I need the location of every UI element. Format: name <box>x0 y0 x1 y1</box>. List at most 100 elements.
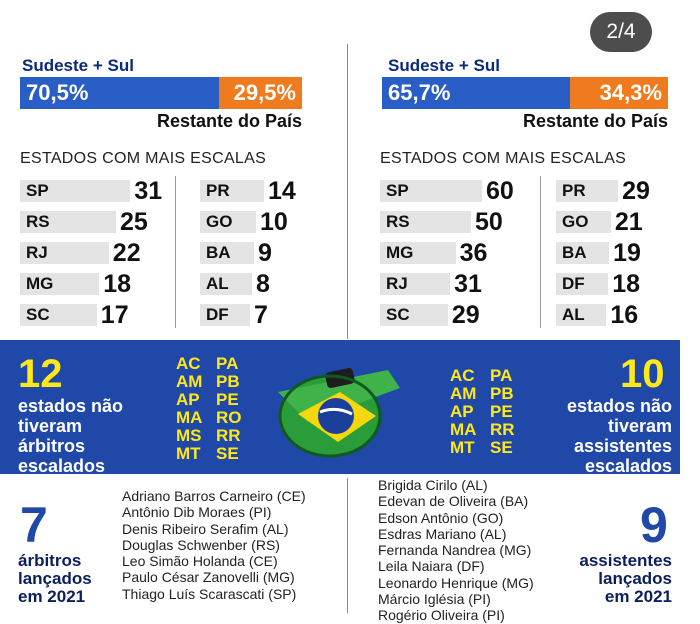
state-code: MG <box>20 273 100 295</box>
state-code: SP <box>380 180 482 202</box>
state-count: 25 <box>120 207 148 236</box>
state-row: SC 29 <box>380 300 480 329</box>
state-row: SP 60 <box>380 176 514 205</box>
state-code: BA <box>200 242 254 264</box>
state-count: 22 <box>112 238 141 267</box>
state-row: AL 16 <box>556 300 639 329</box>
state-row: BA 9 <box>200 238 272 267</box>
uf-code: SE <box>490 438 513 457</box>
state-count: 10 <box>260 207 288 236</box>
band-left-text-line: escalados <box>18 456 106 476</box>
right-sudeste-sul-segment: 65,7% <box>382 77 570 109</box>
uf-code: AM <box>176 372 203 391</box>
state-count: 60 <box>486 176 514 205</box>
band-left-uf-grid: AC PA AM PB AP PE MA RO MS RR MT SE <box>176 355 250 463</box>
state-row: MG 18 <box>20 270 131 298</box>
state-code: SC <box>380 304 448 326</box>
state-count: 14 <box>268 176 296 205</box>
name-item: Douglas Schwenber (RS) <box>122 536 280 553</box>
state-count: 29 <box>451 300 480 329</box>
bottom-left-caption-line: em 2021 <box>18 587 86 606</box>
band-right-text-line: tiveram <box>607 416 672 436</box>
uf-code: PB <box>216 372 240 391</box>
band-right-text: estados não tiveram assistentes escalado… <box>540 396 672 476</box>
state-row: SC 17 <box>20 301 129 329</box>
state-count: 21 <box>614 207 643 236</box>
uf-code: MA <box>450 420 477 439</box>
left-estados-title: ESTADOS COM MAIS ESCALAS <box>20 150 267 167</box>
state-row: RS 25 <box>20 207 148 236</box>
bottom-left-caption-line: lançados <box>18 569 92 588</box>
band-right-text-line: assistentes <box>573 436 672 456</box>
state-row: RJ 31 <box>380 270 482 298</box>
left-sudeste-sul-segment: 70,5% <box>20 77 219 109</box>
uf-code: AP <box>450 402 474 421</box>
bottom-right-caption: assistentes lançados em 2021 <box>560 552 672 606</box>
uf-code: AC <box>450 366 475 385</box>
state-code: RS <box>20 211 116 233</box>
state-code: GO <box>556 211 611 233</box>
uf-code: AC <box>176 354 201 373</box>
name-item: Antônio Dib Moraes (PI) <box>122 504 272 521</box>
state-code: AL <box>556 304 607 326</box>
name-item: Denis Ribeiro Serafim (AL) <box>122 520 289 537</box>
state-count: 16 <box>610 300 639 329</box>
right-estados-title: ESTADOS COM MAIS ESCALAS <box>380 150 627 167</box>
state-code: DF <box>556 273 609 295</box>
left-restante-pct: 29,5% <box>233 80 296 105</box>
state-row: MG 36 <box>380 239 487 267</box>
uf-code: RR <box>216 426 241 445</box>
state-count: 8 <box>256 269 270 298</box>
column-divider-bottom <box>347 478 348 613</box>
uf-code: RR <box>490 420 515 439</box>
state-code: MG <box>380 242 456 264</box>
bottom-right-caption-line: em 2021 <box>604 587 672 606</box>
right-restante-segment: 34,3% <box>569 77 668 109</box>
state-row: BA 19 <box>556 238 641 267</box>
bottom-left-caption: árbitros lançados em 2021 <box>18 552 92 606</box>
page-indicator-label: 2/4 <box>606 20 636 43</box>
uf-code: PA <box>490 366 513 385</box>
bottom-left-names: Adriano Barros Carneiro (CE) Antônio Dib … <box>122 488 306 602</box>
uf-code: AM <box>450 384 477 403</box>
left-col-separator <box>175 176 176 328</box>
state-code: PR <box>200 180 264 202</box>
state-count: 18 <box>612 269 640 298</box>
band-right-text-line: estados não <box>566 396 672 416</box>
left-restante-label: Restante do País <box>156 111 302 131</box>
state-count: 9 <box>258 238 272 267</box>
state-row: SP 31 <box>20 177 162 205</box>
band-right-number: 10 <box>620 352 665 396</box>
name-item: Adriano Barros Carneiro (CE) <box>122 488 306 504</box>
uf-code: PE <box>490 402 513 421</box>
uf-code: MS <box>176 426 202 445</box>
band-left-text-line: estados não <box>18 396 124 416</box>
band-left-number: 12 <box>18 352 63 396</box>
state-code: RJ <box>380 273 451 295</box>
name-item: Fernanda Nandrea (MG) <box>378 542 532 559</box>
state-code: DF <box>200 304 250 326</box>
bottom-right-caption-line: lançados <box>598 569 672 588</box>
state-code: SP <box>20 180 131 202</box>
bottom-left-number: 7 <box>20 497 48 553</box>
state-code: PR <box>556 180 619 202</box>
state-row: GO 21 <box>556 207 643 236</box>
uf-code: RO <box>216 408 242 427</box>
bottom-left-caption-line: árbitros <box>18 551 82 570</box>
whistle-icon <box>278 368 400 458</box>
bottom-right-number: 9 <box>640 497 668 553</box>
uf-code: MA <box>176 408 203 427</box>
state-code: GO <box>200 211 256 233</box>
band-right-uf-grid: AC PA AM PB AP PE MA RR MT SE <box>450 367 524 457</box>
bottom-right-names: Brigida Cirilo (AL) Edevan de Oliveira (B… <box>378 477 534 624</box>
state-code: BA <box>556 242 610 264</box>
name-item: Leila Naiara (DF) <box>378 558 485 575</box>
name-item: Brigida Cirilo (AL) <box>378 477 488 493</box>
uf-code: PA <box>216 354 239 373</box>
state-count: 19 <box>613 238 641 267</box>
page-indicator[interactable]: 2/4 <box>590 12 652 52</box>
name-item: Edevan de Oliveira (BA) <box>378 493 529 510</box>
band-left-text-line: árbitros <box>18 436 86 456</box>
state-count: 7 <box>254 300 268 329</box>
name-item: Márcio Iglésia (PI) <box>378 591 491 608</box>
